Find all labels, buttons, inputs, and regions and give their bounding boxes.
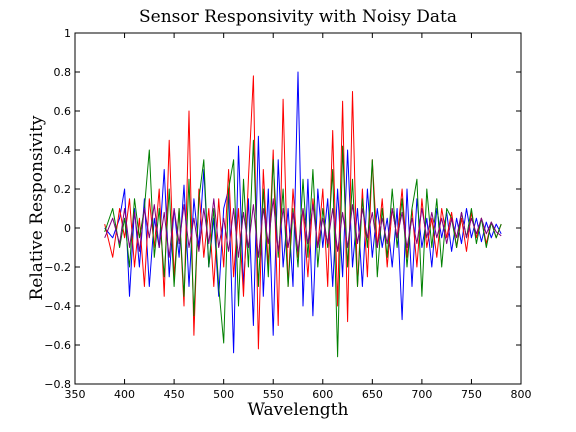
y-tick-label: −0.2 — [44, 261, 71, 274]
y-tick-label: −0.8 — [44, 378, 71, 391]
x-axis-label: Wavelength — [248, 400, 349, 420]
x-tick-label: 550 — [263, 388, 284, 401]
y-axis-label: Relative Responsivity — [27, 115, 47, 300]
y-tick-label: 0.8 — [54, 66, 72, 79]
y-tick-label: 0.6 — [54, 105, 72, 118]
x-tick-label: 800 — [511, 388, 532, 401]
series-line-1 — [104, 75, 502, 350]
series-line-2 — [104, 139, 502, 358]
series-line-3 — [104, 198, 502, 258]
plot-frame — [74, 32, 522, 385]
x-tick-label: 700 — [411, 388, 432, 401]
y-tick-label: 0.4 — [54, 144, 72, 157]
chart-title: Sensor Responsivity with Noisy Data — [139, 7, 457, 27]
y-tick-label: 0 — [64, 222, 71, 235]
y-tick-label: −0.4 — [44, 300, 71, 313]
y-tick-label: 1 — [64, 27, 71, 40]
x-tick-label: 400 — [114, 388, 135, 401]
x-tick-label: 600 — [312, 388, 333, 401]
y-axis: −0.8 −0.6 −0.4 −0.2 0 0.2 0.4 0.6 0.8 1 — [44, 27, 521, 391]
x-axis: 350 400 450 500 550 600 650 700 750 800 — [65, 33, 532, 401]
y-tick-label: 0.2 — [54, 183, 72, 196]
x-tick-label: 450 — [164, 388, 185, 401]
x-tick-label: 350 — [65, 388, 86, 401]
plot-series — [104, 71, 502, 358]
x-tick-label: 750 — [461, 388, 482, 401]
x-tick-label: 500 — [213, 388, 234, 401]
x-tick-label: 650 — [362, 388, 383, 401]
y-tick-label: −0.6 — [44, 339, 71, 352]
